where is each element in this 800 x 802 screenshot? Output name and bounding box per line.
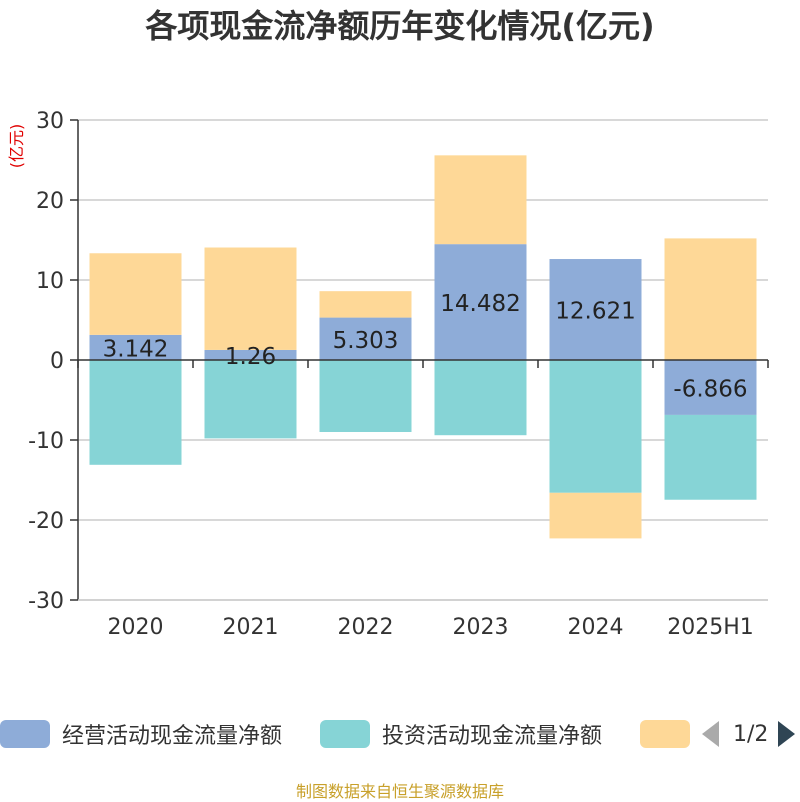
legend-item-investing[interactable]: 投资活动现金流量净额 bbox=[320, 716, 602, 752]
y-tick-label: -10 bbox=[28, 429, 64, 454]
next-page-icon[interactable] bbox=[778, 721, 796, 747]
data-label-operating: 14.482 bbox=[440, 291, 520, 317]
bar-segment-financing-2025H1 bbox=[664, 238, 757, 360]
legend-swatch-operating bbox=[0, 720, 50, 748]
bar-segment-investing-2023 bbox=[434, 360, 527, 436]
bar-segment-financing-2022 bbox=[319, 291, 412, 318]
bar-segment-operating-2021 bbox=[204, 349, 297, 360]
bar-segment-operating-2025H1 bbox=[664, 360, 757, 415]
bar-segment-investing-2025H1 bbox=[664, 414, 757, 500]
x-tick-label: 2023 bbox=[453, 615, 509, 640]
legend-swatch-investing bbox=[320, 720, 370, 748]
bar-segment-financing-2024 bbox=[549, 492, 642, 539]
data-label-operating: 5.303 bbox=[333, 328, 399, 354]
legend-item-operating[interactable]: 经营活动现金流量净额 bbox=[0, 716, 282, 752]
bar-segment-investing-2022 bbox=[319, 360, 412, 432]
prev-page-icon[interactable] bbox=[702, 721, 719, 747]
bar-segment-investing-2020 bbox=[89, 360, 182, 465]
bar-segment-financing-2023 bbox=[434, 155, 527, 245]
y-tick-label: 30 bbox=[36, 109, 64, 134]
y-tick-label: 10 bbox=[36, 269, 64, 294]
bar-segment-investing-2021 bbox=[204, 360, 297, 439]
legend-label-operating: 经营活动现金流量净额 bbox=[62, 724, 283, 749]
data-label-operating: 1.26 bbox=[225, 344, 276, 370]
y-tick-label: 0 bbox=[50, 349, 64, 374]
y-axis-unit-label: (亿元) bbox=[7, 124, 26, 169]
data-label-operating: -6.866 bbox=[673, 376, 747, 402]
bar-segment-operating-2024 bbox=[549, 259, 642, 360]
x-tick-label: 2024 bbox=[568, 615, 624, 640]
bar-segment-operating-2020 bbox=[89, 334, 182, 360]
y-tick-label: -30 bbox=[28, 589, 64, 614]
legend: 经营活动现金流量净额 投资活动现金流量净额 bbox=[0, 716, 800, 752]
pager-text: 1/2 bbox=[733, 721, 769, 747]
bar-segment-operating-2022 bbox=[319, 317, 412, 360]
legend-swatch-financing bbox=[640, 720, 690, 748]
y-tick-label: 20 bbox=[36, 189, 64, 214]
bar-segment-operating-2023 bbox=[434, 244, 527, 360]
x-tick-label: 2025H1 bbox=[667, 615, 754, 640]
legend-item-financing[interactable] bbox=[640, 716, 690, 752]
x-tick-label: 2021 bbox=[223, 615, 279, 640]
legend-pager: 1/2 bbox=[702, 716, 796, 752]
chart-title: 各项现金流净额历年变化情况(亿元) bbox=[145, 7, 655, 45]
x-tick-label: 2022 bbox=[338, 615, 394, 640]
bar-segment-investing-2024 bbox=[549, 360, 642, 493]
data-label-operating: 3.142 bbox=[103, 336, 169, 362]
bar-segment-financing-2020 bbox=[89, 253, 182, 335]
x-tick-label: 2020 bbox=[108, 615, 164, 640]
bar-segment-financing-2021 bbox=[204, 247, 297, 350]
source-note: 制图数据来自恒生聚源数据库 bbox=[295, 782, 504, 801]
data-label-operating: 12.621 bbox=[555, 299, 635, 325]
legend-label-investing: 投资活动现金流量净额 bbox=[382, 724, 603, 749]
y-tick-label: -20 bbox=[28, 509, 64, 534]
